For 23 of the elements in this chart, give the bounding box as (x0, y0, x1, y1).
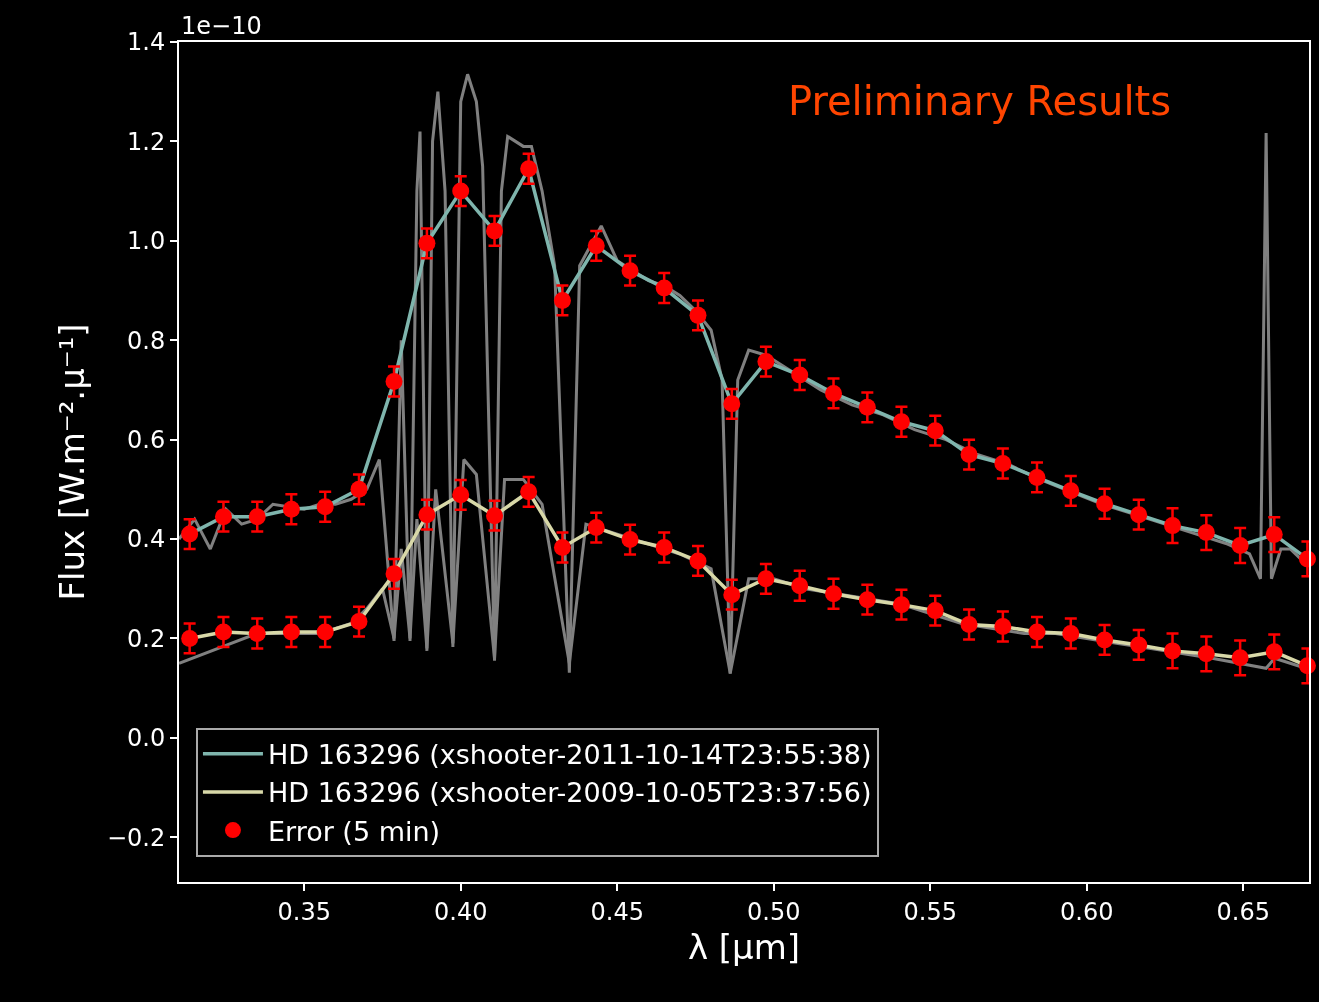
y-tick-label: 0.4 (127, 525, 166, 554)
y-tick-label: 1.4 (127, 28, 166, 57)
x-tick-label: 0.55 (903, 897, 957, 926)
annotation: Preliminary Results (788, 78, 1172, 124)
x-tick-label: 0.50 (747, 897, 801, 926)
y-tick-label: 0.6 (127, 426, 166, 455)
y-tick-label: 0.0 (127, 724, 166, 753)
legend-label: HD 163296 (xshooter-2011-10-14T23:55:38) (267, 739, 872, 771)
legend-label: HD 163296 (xshooter-2009-10-05T23:37:56) (267, 777, 872, 809)
legend-label: Error (5 min) (267, 815, 441, 847)
y-tick-label: −0.2 (106, 823, 166, 852)
x-tick-label: 0.60 (1060, 897, 1114, 926)
x-tick-label: 0.45 (590, 897, 644, 926)
text: 1e−10 (181, 12, 262, 40)
y-tick-label: 0.2 (127, 624, 166, 653)
x-tick-label: 0.40 (434, 897, 488, 926)
x-axis-title: λ [µm] (687, 926, 801, 967)
x-tick-label: 0.65 (1216, 897, 1270, 926)
y-tick-label: 1.2 (127, 127, 166, 156)
y-tick-label: 0.8 (127, 326, 166, 355)
y-tick-label: 1.0 (127, 227, 166, 256)
y-axis-title: Flux [W.m⁻².µ⁻¹] (52, 323, 93, 601)
x-tick-label: 0.35 (277, 897, 331, 926)
